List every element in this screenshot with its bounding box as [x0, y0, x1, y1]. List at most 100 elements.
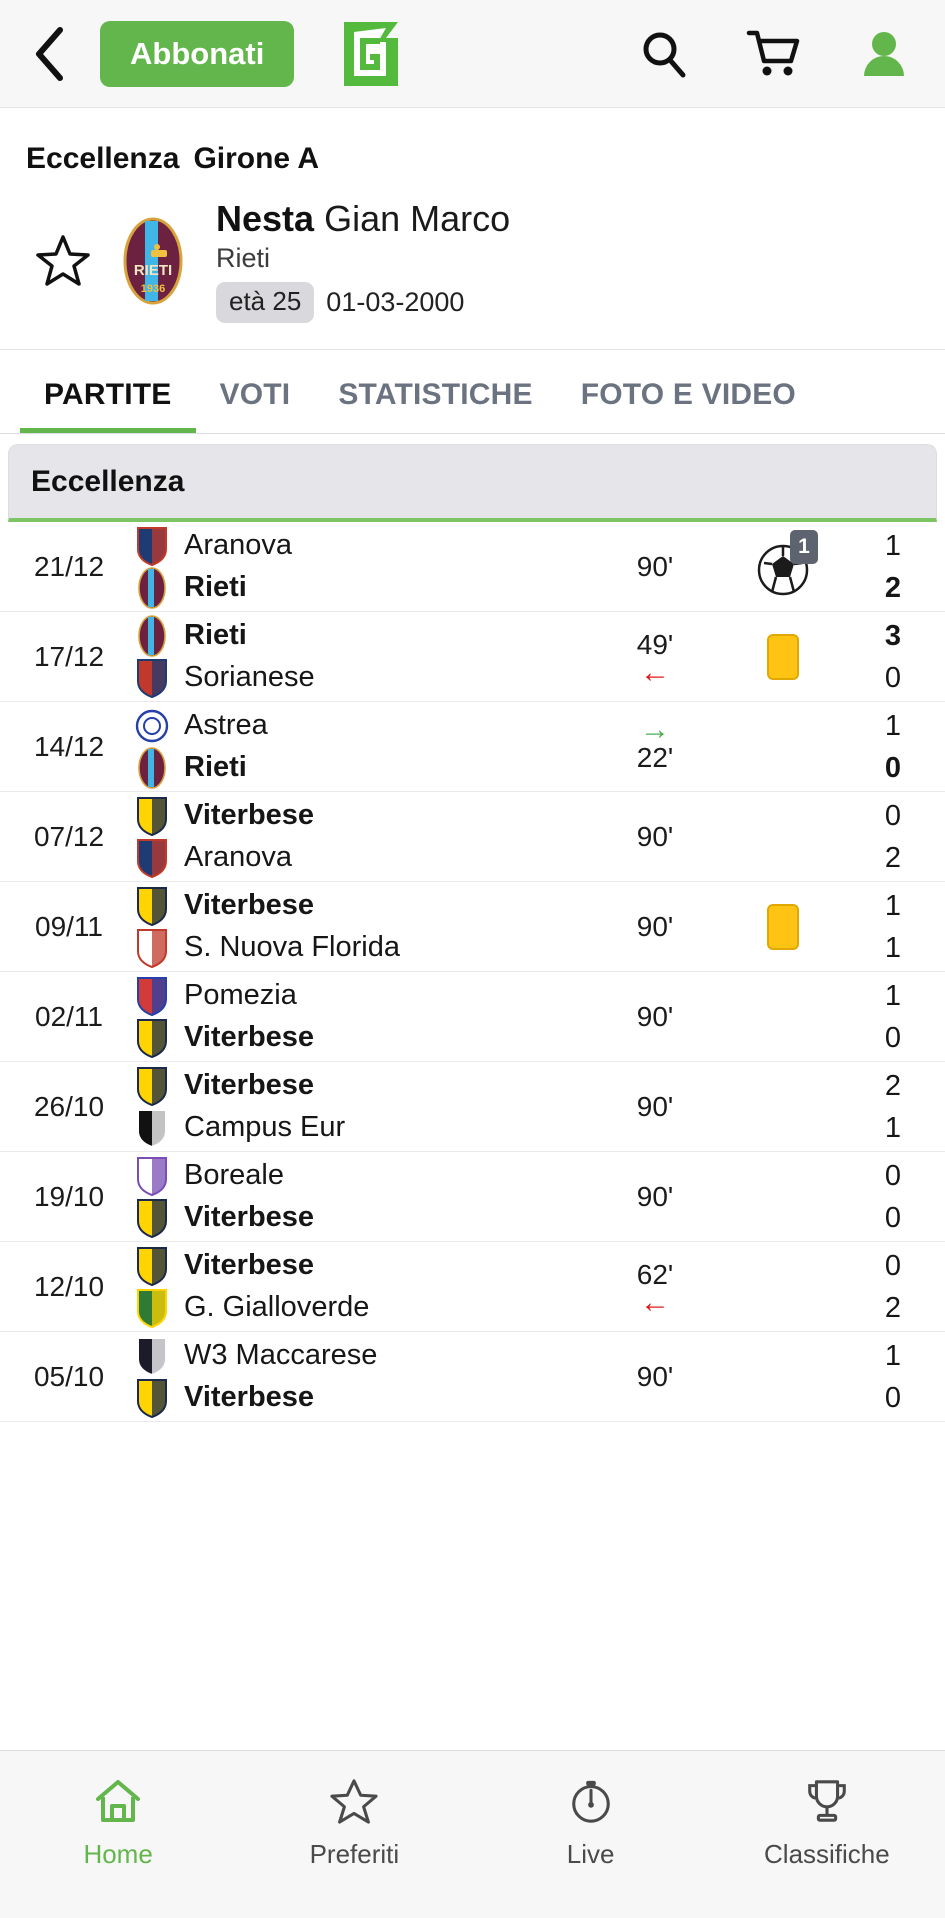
player-info: Nesta Gian Marco Rieti età 25 01-03-2000 [216, 198, 510, 324]
minutes-value: 90' [636, 1180, 674, 1212]
match-row[interactable]: 17/12 Rieti Sorianese 49' ← 3 0 [0, 612, 945, 703]
aranova-crest-icon [137, 526, 167, 566]
match-row[interactable]: 19/10 Boreale Viterbese 90' 0 0 [0, 1152, 945, 1243]
trophy-icon [799, 1773, 855, 1829]
minutes-value: 90' [636, 1090, 674, 1122]
player-name: Nesta Gian Marco [216, 198, 510, 239]
match-teams: Astrea Rieti [128, 702, 601, 791]
home-team-crest [134, 1065, 170, 1107]
competition-section-header[interactable]: Eccellenza [8, 444, 937, 523]
home-team-crest [134, 1335, 170, 1377]
nav-item-preferiti[interactable]: Preferiti [236, 1773, 472, 1870]
match-row[interactable]: 14/12 Astrea Rieti → 22' 1 0 [0, 702, 945, 793]
away-team-name: Campus Eur [184, 1111, 346, 1144]
search-icon [643, 32, 686, 77]
cart-button[interactable] [745, 25, 803, 83]
minutes-value: 90' [636, 1360, 674, 1392]
g-logo-icon [344, 21, 399, 86]
away-team-name: Rieti [184, 751, 247, 784]
substitution-in-icon: → [640, 713, 670, 747]
home-team: Viterbese [134, 1066, 601, 1106]
back-button[interactable] [26, 24, 72, 84]
match-row[interactable]: 12/10 Viterbese G. Gialloverde 62' ← 0 2 [0, 1242, 945, 1333]
match-row[interactable]: 09/11 Viterbese S. Nuova Florida 90' 1 1 [0, 882, 945, 973]
away-team: Rieti [134, 747, 601, 789]
match-row[interactable]: 05/10 W3 Maccarese Viterbese 90' 1 0 [0, 1332, 945, 1423]
match-teams: Viterbese Campus Eur [128, 1062, 601, 1151]
yellow-card-icon [767, 633, 799, 680]
g-logo[interactable] [338, 18, 404, 90]
gialloverde-crest-icon [137, 1288, 167, 1328]
bottom-navigation: Home Preferiti Live [0, 1750, 945, 1918]
home-icon [90, 1773, 146, 1829]
minutes-played: 90' [601, 972, 709, 1061]
viterbese-crest-icon [137, 886, 167, 926]
favorite-toggle[interactable] [26, 233, 100, 289]
match-events [709, 1242, 857, 1331]
match-events [709, 612, 857, 701]
tab-foto-e-video[interactable]: FOTO E VIDEO [580, 378, 796, 412]
tab-partite[interactable]: PARTITE [20, 378, 196, 434]
match-teams: Rieti Sorianese [128, 612, 601, 701]
away-team: Sorianese [134, 658, 601, 698]
match-events [709, 1062, 857, 1151]
match-events [709, 792, 857, 881]
competition-section-label: Eccellenza [31, 464, 185, 498]
boreale-crest-icon [137, 1156, 167, 1196]
match-row[interactable]: 02/11 Pomezia Viterbese 90' 1 0 [0, 972, 945, 1063]
minutes-played: 90' [601, 1062, 709, 1151]
viterbese-crest-icon [137, 1198, 167, 1238]
account-button[interactable] [855, 25, 913, 83]
viterbese-crest-icon [137, 1246, 167, 1286]
tab-voti[interactable]: VOTI [219, 378, 291, 412]
home-team-name: Astrea [184, 709, 268, 742]
svg-text:1936: 1936 [141, 283, 165, 295]
home-team-name: Viterbese [184, 799, 315, 832]
home-team-name: Viterbese [184, 889, 315, 922]
home-team: Rieti [134, 615, 601, 657]
away-team-name: Viterbese [184, 1201, 315, 1234]
home-score: 3 [884, 619, 902, 652]
home-team: Boreale [134, 1156, 601, 1196]
match-row[interactable]: 26/10 Viterbese Campus Eur 90' 2 1 [0, 1062, 945, 1153]
match-date: 17/12 [33, 640, 105, 672]
away-team-crest [134, 1287, 170, 1329]
nav-item-classifiche[interactable]: Classifiche [709, 1773, 945, 1870]
match-teams: Viterbese G. Gialloverde [128, 1242, 601, 1331]
minutes-played: 90' [601, 1332, 709, 1421]
match-date: 26/10 [33, 1090, 105, 1122]
search-button[interactable] [635, 25, 693, 83]
timer-icon [563, 1773, 619, 1829]
away-team-name: Viterbese [184, 1381, 315, 1414]
away-score: 0 [884, 751, 902, 784]
away-score: 2 [884, 1291, 902, 1324]
nav-label-classifiche: Classifiche [764, 1839, 890, 1869]
away-score: 0 [884, 661, 902, 694]
away-team-name: S. Nuova Florida [184, 931, 400, 964]
tab-statistiche[interactable]: STATISTICHE [338, 378, 533, 412]
match-row[interactable]: 21/12 Aranova Rieti 90' 1 1 2 [0, 522, 945, 613]
nav-item-home[interactable]: Home [0, 1773, 236, 1870]
subscribe-button[interactable]: Abbonati [100, 20, 295, 87]
home-score: 1 [884, 979, 902, 1012]
cart-icon [746, 30, 800, 75]
home-team-name: Viterbese [184, 1249, 315, 1282]
nav-item-live[interactable]: Live [473, 1773, 709, 1870]
home-score: 1 [884, 889, 902, 922]
home-team: Pomezia [134, 976, 601, 1016]
away-team: Rieti [134, 567, 601, 609]
goal-icon: 1 [752, 529, 818, 598]
match-list[interactable]: 21/12 Aranova Rieti 90' 1 1 2 17/12 Rieti Soriane… [0, 522, 945, 1750]
match-events: 1 [709, 522, 857, 611]
match-row[interactable]: 07/12 Viterbese Aranova 90' 0 2 [0, 792, 945, 883]
match-events [709, 702, 857, 791]
chevron-left-icon [36, 26, 63, 81]
home-score: 1 [884, 1339, 902, 1372]
minutes-played: 90' [601, 522, 709, 611]
away-team-crest [134, 657, 170, 699]
home-team-crest [134, 1155, 170, 1197]
